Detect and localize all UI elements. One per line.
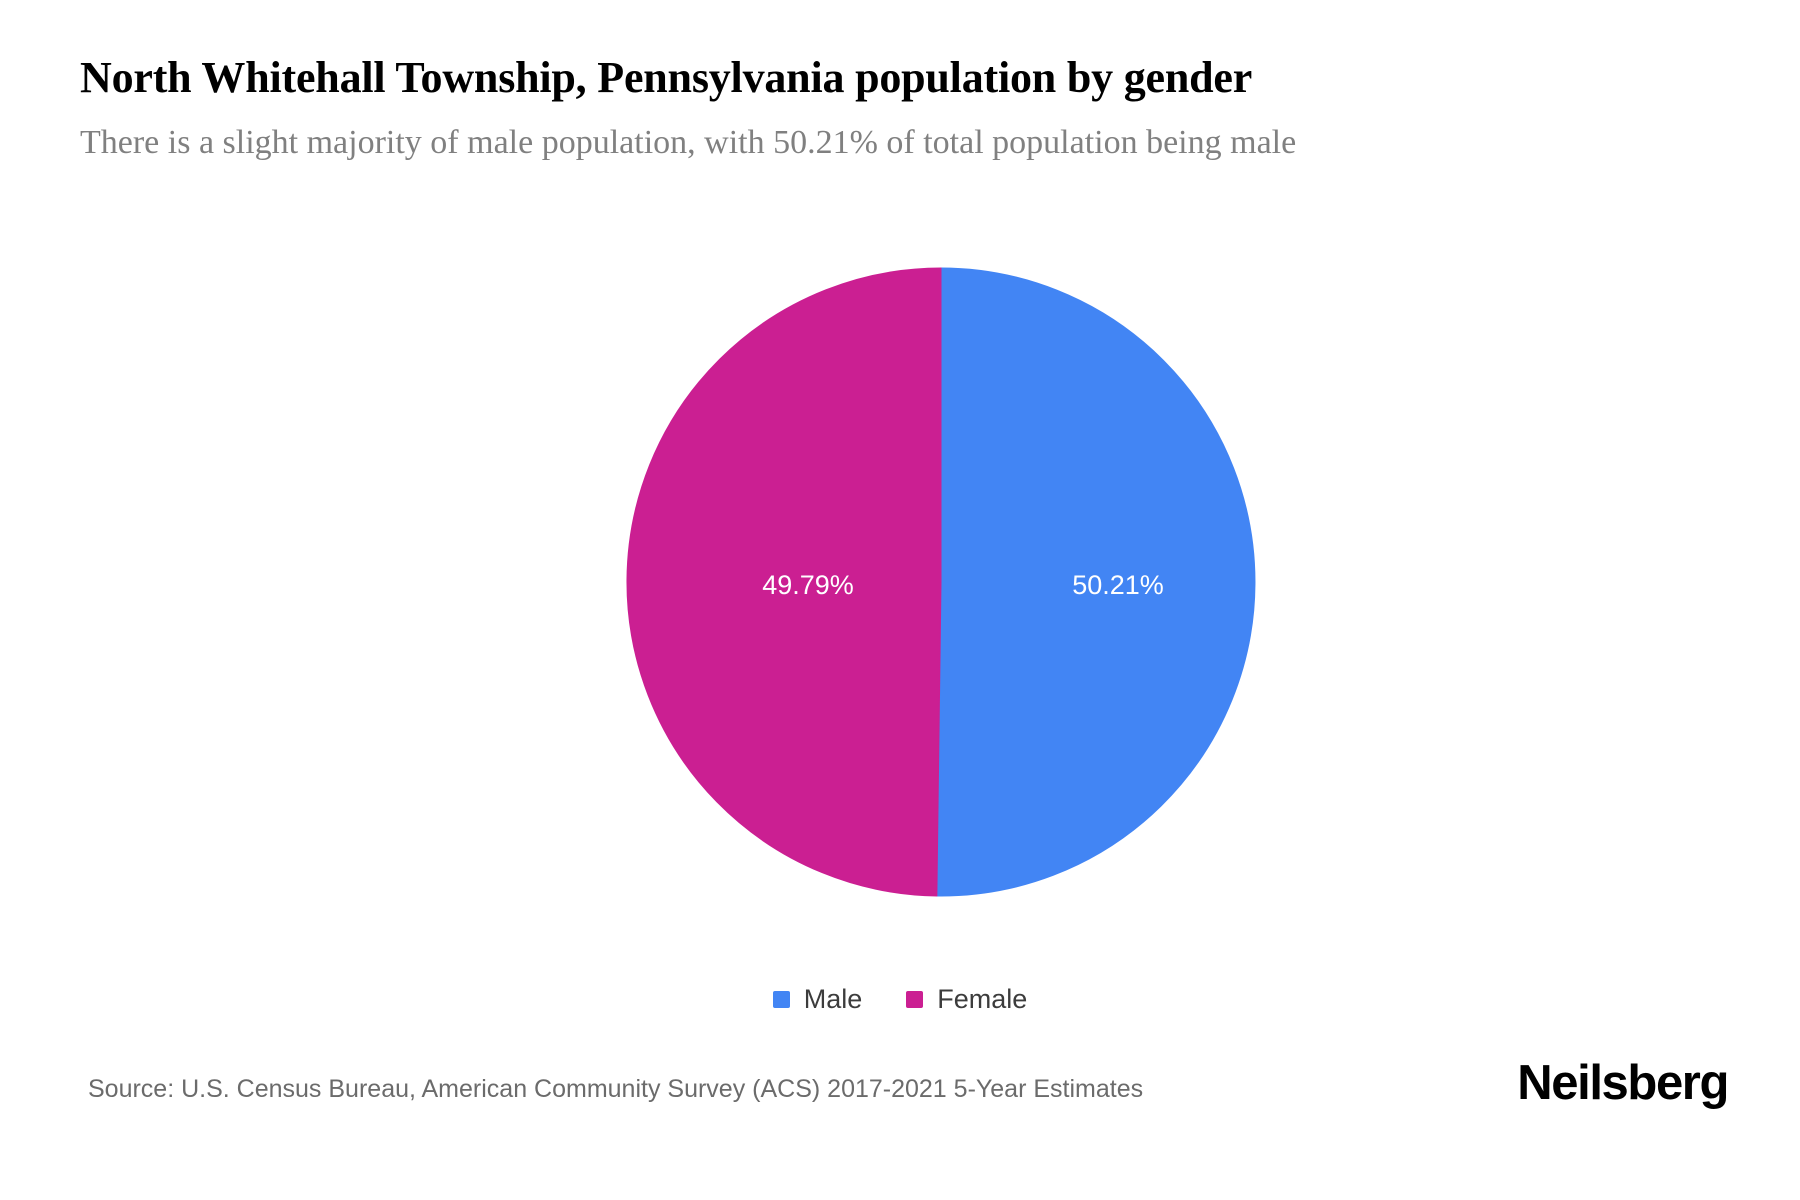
legend-label-male: Male xyxy=(803,984,863,1014)
brand-logo: Neilsberg xyxy=(1517,1056,1729,1110)
pie-label-group: 50.21% 49.79% xyxy=(762,570,1164,600)
legend-item-female[interactable]: Female xyxy=(906,984,1027,1015)
chart-legend: Male Female xyxy=(0,984,1800,1015)
pie-slice-label-male: 50.21% xyxy=(1072,570,1164,600)
page-title: North Whitehall Township, Pennsylvania p… xyxy=(80,53,1253,102)
legend-item-male[interactable]: Male xyxy=(772,984,863,1015)
chart-subtitle: There is a slight majority of male popul… xyxy=(80,124,1297,161)
pie-slice-label-female: 49.79% xyxy=(762,570,854,600)
pie-slice-male[interactable] xyxy=(936,267,1256,897)
legend-label-female: Female xyxy=(937,984,1028,1014)
legend-swatch-male xyxy=(772,991,790,1008)
pie-slice-group xyxy=(626,267,1256,897)
source-note: Source: U.S. Census Bureau, American Com… xyxy=(88,1075,1144,1103)
legend-swatch-female xyxy=(906,991,924,1008)
pie-slice-female[interactable] xyxy=(626,267,942,897)
